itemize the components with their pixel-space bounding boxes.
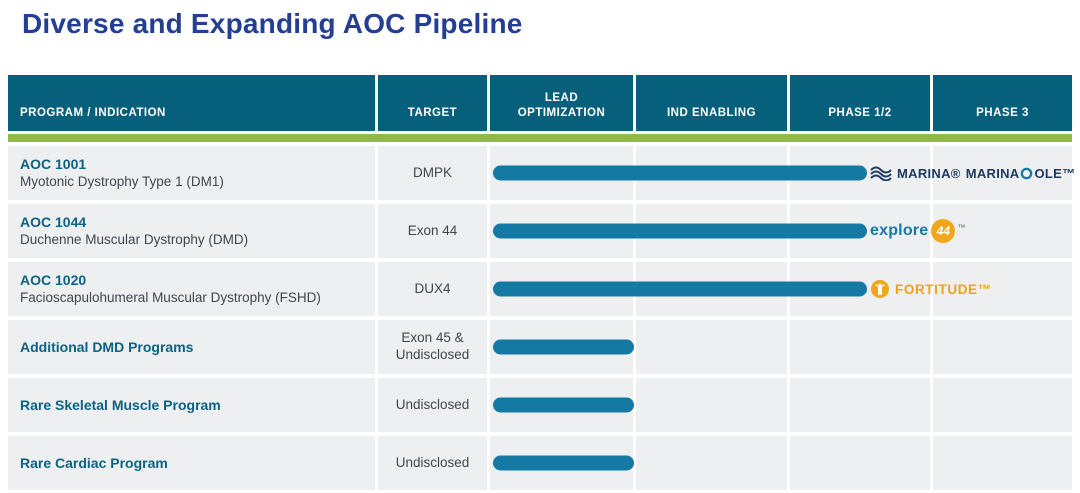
program-name: AOC 1020 (20, 272, 87, 289)
target-text: Undisclosed (395, 454, 470, 470)
pipeline-bar (493, 223, 867, 239)
column-header-program-indication: PROGRAM / INDICATION (8, 75, 375, 131)
program-indication-cell: AOC 1044 Duchenne Muscular Dystrophy (DMD… (8, 204, 375, 258)
phase-cell-phase-3 (933, 320, 1072, 374)
explore-wordmark: explore (870, 222, 929, 239)
table-body: AOC 1001 Myotonic Dystrophy Type 1 (DM1) D… (8, 146, 1075, 490)
phase-cell-phase-3 (933, 378, 1072, 432)
column-header-phase-3: PHASE 3 (933, 75, 1072, 131)
trademark-symbol: ™ (957, 223, 966, 232)
explore44-badge: 44 (931, 219, 956, 243)
trial-name-marina-ole: MARINA OLE™ (966, 166, 1076, 181)
target-cell: Undisclosed (378, 378, 487, 432)
target-cell: Exon 45 & Undisclosed (378, 320, 487, 374)
program-indication-cell: Rare Skeletal Muscle Program (8, 378, 375, 432)
phase-cell-phase-3 (933, 436, 1072, 490)
program-indication-cell: Additional DMD Programs (8, 320, 375, 374)
program-name: Additional DMD Programs (20, 338, 194, 355)
pipeline-bar (493, 455, 634, 471)
column-header-ind-enabling: IND ENABLING (636, 75, 787, 131)
phase-cell-phase-3 (933, 262, 1072, 316)
pipeline-bar (493, 339, 634, 355)
target-cell: DUX4 (378, 262, 487, 316)
pipeline-bar (493, 165, 867, 181)
table-row: AOC 1001 Myotonic Dystrophy Type 1 (DM1) D… (8, 146, 1075, 200)
table-row: AOC 1020 Facioscapulohumeral Muscular Dys… (8, 262, 1072, 316)
pipeline-table: PROGRAM / INDICATION TARGET LEAD OPTIMIZ… (8, 75, 1075, 493)
indication-text: Duchenne Muscular Dystrophy (DMD) (20, 232, 249, 248)
phase-cell-phase-3 (933, 146, 1072, 200)
trial-logo-marina: MARINA® MARINA OLE™ (870, 165, 1075, 181)
program-indication-cell: AOC 1020 Facioscapulohumeral Muscular Dys… (8, 262, 375, 316)
lighthouse-icon (870, 279, 890, 299)
program-name: AOC 1001 (20, 156, 87, 173)
target-text: Exon 45 & Undisclosed (395, 330, 470, 362)
pipeline-bar (493, 397, 634, 413)
phase-cell-ind-enabling (636, 436, 787, 490)
wave-icon (870, 165, 892, 181)
indication-text: Myotonic Dystrophy Type 1 (DM1) (20, 174, 224, 190)
phase-cell-phase-1-2 (790, 436, 930, 490)
trial-name-marina: MARINA® (897, 165, 961, 181)
target-cell: DMPK (378, 146, 487, 200)
trial-logo-fortitude: FORTITUDE™ (870, 279, 992, 299)
table-row: Rare Skeletal Muscle Program Undisclosed (8, 378, 1072, 432)
column-header-phase-1-2: PHASE 1/2 (790, 75, 930, 131)
program-indication-cell: Rare Cardiac Program (8, 436, 375, 490)
column-header-lead-optimization: LEAD OPTIMIZATION (490, 75, 633, 131)
accent-stripe (8, 134, 1072, 142)
target-text: DMPK (412, 164, 452, 180)
target-cell: Undisclosed (378, 436, 487, 490)
trial-logo-explore44: explore 44 ™ (870, 219, 965, 243)
program-name: Rare Skeletal Muscle Program (20, 396, 221, 413)
target-text: Exon 44 (407, 222, 458, 238)
marina-ole-text: MARINA (965, 165, 1020, 181)
table-row: Rare Cardiac Program Undisclosed (8, 436, 1072, 490)
program-name: Rare Cardiac Program (20, 454, 168, 471)
phase-cell-phase-1-2 (790, 378, 930, 432)
table-header: PROGRAM / INDICATION TARGET LEAD OPTIMIZ… (8, 75, 1072, 131)
ole-text: OLE™ (1034, 165, 1076, 181)
trial-name-fortitude: FORTITUDE™ (895, 281, 992, 297)
program-indication-cell: AOC 1001 Myotonic Dystrophy Type 1 (DM1) (8, 146, 375, 200)
swirl-o-icon (1020, 167, 1033, 180)
page-title: Diverse and Expanding AOC Pipeline (22, 8, 523, 39)
indication-text: Facioscapulohumeral Muscular Dystrophy (… (20, 290, 321, 306)
phase-cell-ind-enabling (636, 378, 787, 432)
table-row: Additional DMD Programs Exon 45 & Undiscl… (8, 320, 1072, 374)
program-name: AOC 1044 (20, 214, 87, 231)
table-row: AOC 1044 Duchenne Muscular Dystrophy (DMD… (8, 204, 1072, 258)
phase-cell-phase-3 (933, 204, 1072, 258)
column-header-target: TARGET (378, 75, 487, 131)
pipeline-bar (493, 281, 867, 297)
target-text: Undisclosed (395, 396, 470, 412)
phase-cell-ind-enabling (636, 320, 787, 374)
phase-cell-phase-1-2 (790, 320, 930, 374)
target-text: DUX4 (414, 280, 451, 296)
target-cell: Exon 44 (378, 204, 487, 258)
